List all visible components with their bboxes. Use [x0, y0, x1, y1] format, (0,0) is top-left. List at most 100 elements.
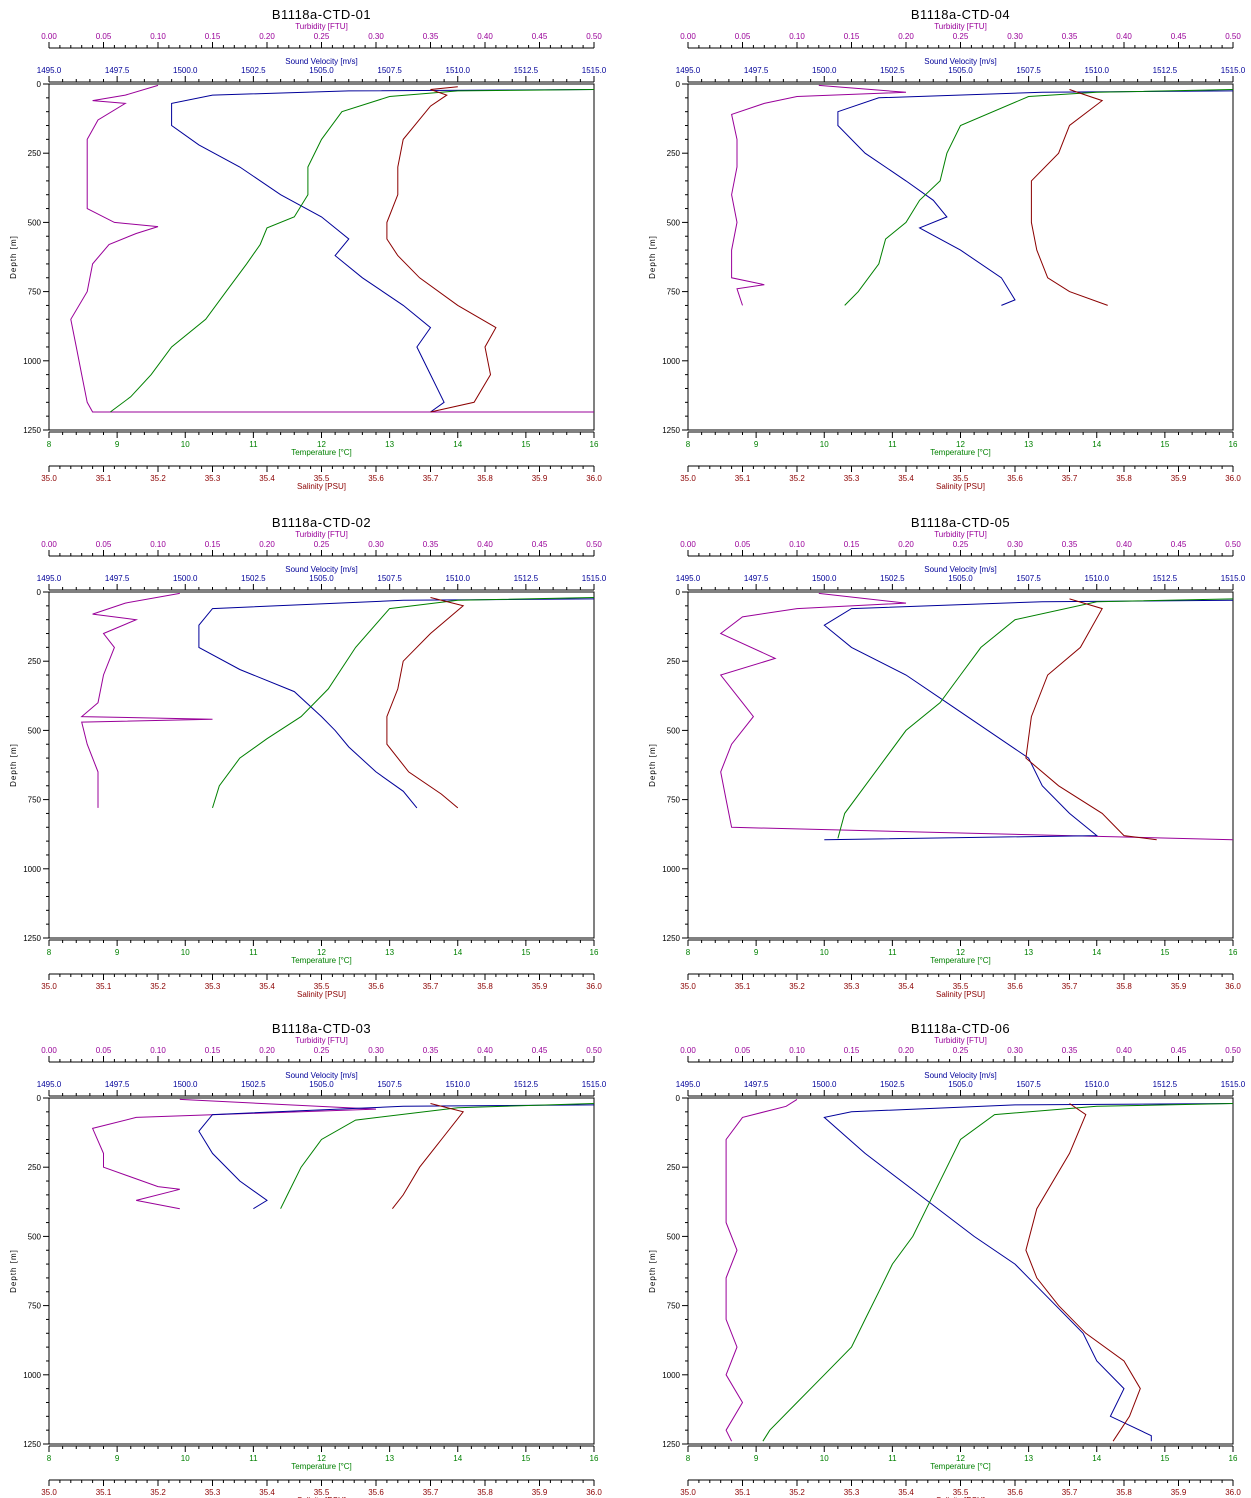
sound-velocity-tick-label: 1507.5 — [377, 66, 402, 75]
salinity-axis-title: Salinity [PSU] — [297, 990, 346, 999]
sound-velocity-tick-label: 1512.5 — [1153, 1080, 1178, 1089]
turbidity-tick-label: 0.40 — [477, 32, 493, 41]
turbidity-tick-label: 0.20 — [898, 1046, 914, 1055]
temperature-tick-label: 9 — [754, 1454, 759, 1463]
ctd-panel-4: B1118a-CTD-05 0.00 0.05 0.10 0.15 0.20 0.25 0.3… — [648, 515, 1246, 999]
sound-velocity-tick-label: 1510.0 — [446, 574, 471, 583]
chart-title: B1118a-CTD-04 — [911, 7, 1010, 22]
salinity-tick-label: 35.6 — [1007, 982, 1023, 991]
sound-velocity-tick-label: 1510.0 — [446, 66, 471, 75]
sound-velocity-tick-label: 1500.0 — [812, 66, 837, 75]
temperature-tick-label: 8 — [47, 1454, 52, 1463]
sound-velocity-tick-label: 1495.0 — [37, 66, 62, 75]
turbidity-tick-label: 0.30 — [1007, 1046, 1023, 1055]
sound-velocity-tick-label: 1495.0 — [676, 66, 701, 75]
turbidity-tick-label: 0.05 — [96, 1046, 112, 1055]
temperature-tick-label: 15 — [1160, 948, 1169, 957]
sound-velocity-tick-label: 1497.5 — [105, 66, 130, 75]
temperature-tick-label: 12 — [956, 1454, 965, 1463]
salinity-tick-label: 35.8 — [1116, 474, 1132, 483]
temperature-tick-label: 14 — [453, 1454, 462, 1463]
temperature-axis-title: Temperature [°C] — [930, 956, 991, 965]
turbidity-tick-label: 0.40 — [477, 540, 493, 549]
salinity-tick-label: 35.5 — [314, 474, 330, 483]
turbidity-tick-label: 0.35 — [1062, 1046, 1078, 1055]
salinity-tick-label: 35.6 — [368, 474, 384, 483]
salinity-tick-label: 36.0 — [1225, 982, 1241, 991]
sound-velocity-tick-label: 1497.5 — [744, 66, 769, 75]
sound-velocity-tick-label: 1497.5 — [105, 1080, 130, 1089]
sound-velocity-tick-label: 1495.0 — [37, 1080, 62, 1089]
salinity-series-line — [1025, 1103, 1141, 1442]
turbidity-tick-label: 0.35 — [423, 32, 439, 41]
temperature-tick-label: 13 — [385, 440, 394, 449]
turbidity-tick-label: 0.40 — [1116, 540, 1132, 549]
salinity-axis-title: Salinity [PSU] — [936, 1496, 985, 1498]
salinity-series-line — [386, 86, 497, 413]
turbidity-tick-label: 0.45 — [532, 1046, 548, 1055]
ctd-panel-6: B1118a-CTD-06 0.00 0.05 0.10 0.15 0.20 0.25 0.3… — [648, 1021, 1246, 1498]
turbidity-series-line — [725, 1098, 798, 1442]
sound-velocity-tick-label: 1500.0 — [173, 1080, 198, 1089]
temperature-tick-label: 13 — [1024, 440, 1033, 449]
depth-tick-label: 1250 — [23, 1440, 41, 1449]
sound-velocity-tick-label: 1505.0 — [309, 574, 334, 583]
turbidity-tick-label: 0.05 — [735, 540, 751, 549]
salinity-tick-label: 35.0 — [680, 1488, 696, 1497]
turbidity-axis-title: Turbidity [FTU] — [295, 22, 348, 31]
salinity-tick-label: 35.9 — [532, 474, 548, 483]
turbidity-tick-label: 0.00 — [680, 1046, 696, 1055]
sound-velocity-tick-label: 1515.0 — [582, 574, 607, 583]
salinity-tick-label: 35.6 — [368, 982, 384, 991]
chart-title: B1118a-CTD-02 — [272, 515, 371, 530]
sound-velocity-tick-label: 1505.0 — [309, 1080, 334, 1089]
ctd-panel-3: B1118a-CTD-02 0.00 0.05 0.10 0.15 0.20 0.25 0.3… — [9, 515, 607, 999]
sound-velocity-tick-label: 1495.0 — [676, 1080, 701, 1089]
turbidity-tick-label: 0.30 — [368, 32, 384, 41]
temperature-tick-label: 15 — [1160, 1454, 1169, 1463]
turbidity-tick-label: 0.10 — [789, 1046, 805, 1055]
sound-velocity-series-line — [198, 598, 595, 809]
depth-tick-label: 0 — [37, 1094, 42, 1103]
temperature-series-line — [837, 598, 1234, 839]
sound-velocity-series-line — [823, 1103, 1234, 1442]
depth-axis-title: Depth [m] — [648, 235, 657, 279]
sound-velocity-tick-label: 1510.0 — [1085, 574, 1110, 583]
salinity-tick-label: 35.8 — [1116, 1488, 1132, 1497]
depth-axis-title: Depth [m] — [648, 743, 657, 787]
temperature-tick-label: 9 — [115, 440, 120, 449]
sound-velocity-tick-label: 1502.5 — [880, 1080, 905, 1089]
turbidity-tick-label: 0.40 — [477, 1046, 493, 1055]
sound-velocity-tick-label: 1505.0 — [948, 66, 973, 75]
sound-velocity-tick-label: 1515.0 — [582, 66, 607, 75]
temperature-tick-label: 10 — [181, 440, 190, 449]
temperature-tick-label: 14 — [1092, 440, 1101, 449]
turbidity-tick-label: 0.45 — [1171, 32, 1187, 41]
temperature-tick-label: 11 — [249, 948, 258, 957]
temperature-tick-label: 16 — [1229, 948, 1238, 957]
salinity-tick-label: 35.1 — [96, 1488, 112, 1497]
plot-frame — [687, 1097, 1234, 1445]
turbidity-tick-label: 0.15 — [205, 32, 221, 41]
sound-velocity-tick-label: 1505.0 — [309, 66, 334, 75]
salinity-tick-label: 35.8 — [477, 474, 493, 483]
salinity-tick-label: 35.1 — [96, 474, 112, 483]
depth-tick-label: 500 — [667, 726, 681, 735]
sound-velocity-tick-label: 1497.5 — [105, 574, 130, 583]
salinity-tick-label: 35.3 — [205, 474, 221, 483]
salinity-tick-label: 35.7 — [1062, 1488, 1078, 1497]
depth-tick-label: 0 — [676, 80, 681, 89]
temperature-series-line — [844, 89, 1234, 306]
sound-velocity-tick-label: 1502.5 — [241, 66, 266, 75]
salinity-tick-label: 35.2 — [789, 474, 805, 483]
salinity-tick-label: 36.0 — [1225, 474, 1241, 483]
salinity-tick-label: 36.0 — [586, 1488, 602, 1497]
salinity-tick-label: 35.3 — [844, 474, 860, 483]
depth-tick-label: 500 — [28, 726, 42, 735]
salinity-tick-label: 35.4 — [898, 1488, 914, 1497]
depth-tick-label: 750 — [28, 796, 42, 805]
salinity-tick-label: 35.7 — [1062, 982, 1078, 991]
sound-velocity-tick-label: 1505.0 — [948, 574, 973, 583]
salinity-tick-label: 36.0 — [586, 982, 602, 991]
turbidity-tick-label: 0.00 — [41, 1046, 57, 1055]
